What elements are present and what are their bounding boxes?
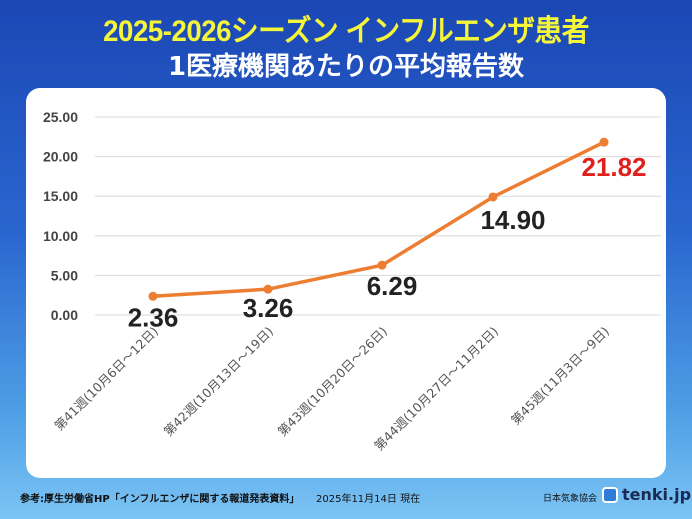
data-label: 3.26 [243,293,294,323]
data-point [263,284,273,294]
source-note: 参考:厚生労働省HP「インフルエンザに関する報道発表資料」 [20,494,300,505]
data-point [488,192,498,202]
chart-title: 2025-2026シーズン インフルエンザ患者 [103,15,589,48]
y-tick-label: 0.00 [51,307,78,323]
y-tick-label: 20.00 [43,149,78,165]
x-tick-label: 第44週(10月27日～11月2日) [371,324,501,454]
data-point [599,137,609,147]
tenki-logo[interactable]: tenki.jp [622,485,692,504]
organization-name: 日本気象協会 [543,494,598,504]
y-tick-label: 5.00 [51,267,78,283]
chart-subtitle: 1医療機関あたりの平均報告数 [167,52,525,82]
x-tick-label: 第43週(10月20日～26日) [275,324,391,440]
data-point [148,291,158,301]
x-tick-label: 第42週(10月13日～19日) [161,324,277,440]
as-of-date: 2025年11月14日 現在 [316,494,421,505]
data-label: 2.36 [128,302,179,332]
y-tick-label: 15.00 [43,188,78,204]
data-point [377,260,387,270]
x-tick-label: 第41週(10月6日～12日) [51,324,161,434]
x-tick-label: 第45週(11月3日～9日) [508,324,612,428]
y-tick-label: 25.00 [43,109,78,125]
data-label: 6.29 [367,271,418,301]
data-label: 14.90 [480,205,545,235]
chart-panel [26,88,666,478]
data-label: 21.82 [581,152,646,182]
y-tick-label: 10.00 [43,228,78,244]
tenki-logo-icon [602,487,618,503]
